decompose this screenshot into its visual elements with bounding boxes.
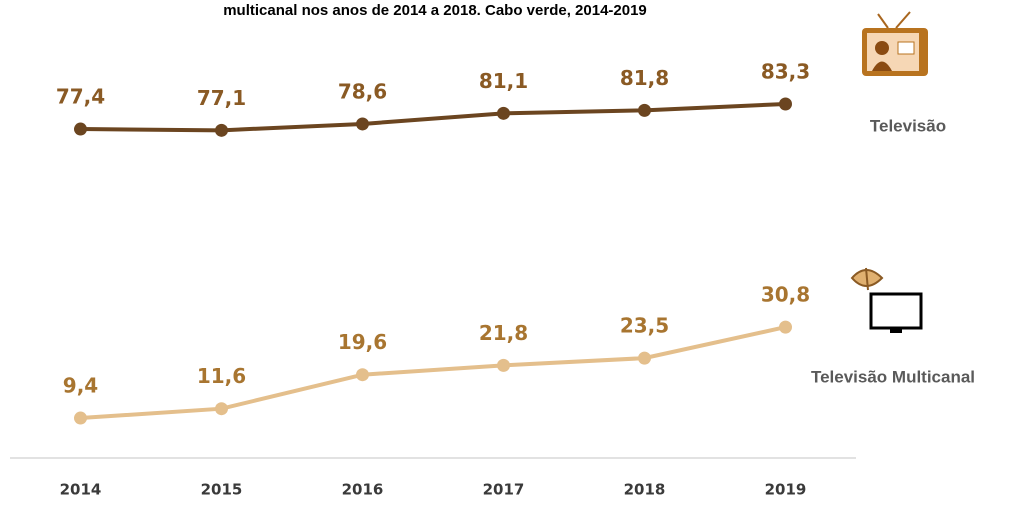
data-point <box>638 103 651 117</box>
value-label: 81,1 <box>479 69 528 93</box>
value-label: 21,8 <box>479 321 528 345</box>
chart-title: multicanal nos anos de 2014 a 2018. Cabo… <box>223 2 647 19</box>
x-tick-label: 2019 <box>765 481 807 499</box>
x-tick-label: 2018 <box>624 481 666 499</box>
series-line <box>80 101 786 133</box>
data-point <box>356 117 369 131</box>
data-point <box>497 106 510 120</box>
data-point <box>74 122 87 136</box>
value-label: 19,6 <box>338 330 387 354</box>
value-label: 77,4 <box>56 85 105 109</box>
value-label: 78,6 <box>338 79 387 103</box>
data-point <box>638 351 651 365</box>
value-label: 11,6 <box>197 364 246 388</box>
data-point <box>356 368 369 382</box>
data-point <box>779 320 792 334</box>
value-label: 77,1 <box>197 86 246 110</box>
series-label: Televisão Multicanal <box>811 367 975 386</box>
x-tick-label: 2014 <box>60 481 102 499</box>
x-tick-label: 2016 <box>342 481 384 499</box>
data-point <box>215 123 228 137</box>
series-label: Televisão <box>870 116 946 135</box>
x-tick-label: 2017 <box>483 481 525 499</box>
data-point <box>779 97 792 111</box>
value-label: 30,8 <box>761 283 810 307</box>
data-point <box>215 402 228 416</box>
data-point <box>74 411 87 425</box>
satellite-tv-icon <box>850 267 923 333</box>
value-label: 83,3 <box>761 59 810 83</box>
tv-icon <box>862 11 928 76</box>
value-label: 81,8 <box>620 66 669 90</box>
value-label: 9,4 <box>63 374 98 398</box>
x-tick-label: 2015 <box>201 481 243 499</box>
series-line <box>80 325 786 421</box>
value-label: 23,5 <box>620 314 669 338</box>
data-point <box>497 358 510 372</box>
